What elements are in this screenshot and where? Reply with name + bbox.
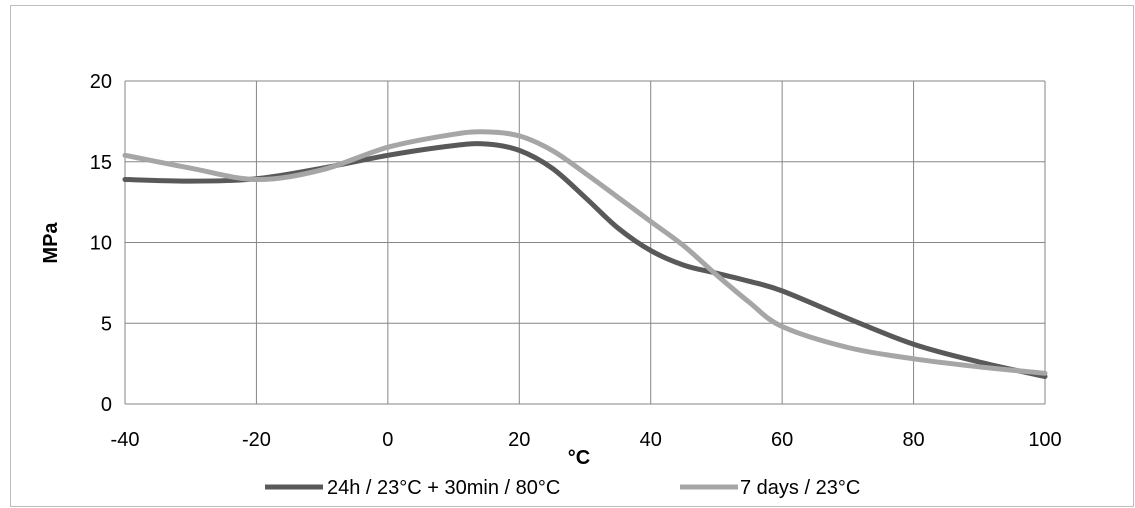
y-tick-label: 10 — [90, 233, 112, 255]
y-tick-label: 15 — [90, 152, 112, 174]
x-axis-title: °C — [568, 447, 590, 469]
x-tick-label: -20 — [242, 429, 271, 451]
series-lines — [122, 129, 1048, 379]
x-tick-label: 40 — [640, 429, 662, 451]
chart-frame — [10, 5, 1134, 507]
y-tick-label: 5 — [101, 313, 112, 335]
x-tick-label: -40 — [111, 429, 140, 451]
legend: 24h / 23°C + 30min / 80°C 7 days / 23°C — [265, 477, 860, 499]
x-tick-label: 100 — [1028, 429, 1061, 451]
legend-label-1: 24h / 23°C + 30min / 80°C — [327, 477, 560, 499]
y-tick-label: 0 — [101, 394, 112, 416]
x-tick-label: 0 — [382, 429, 393, 451]
x-tick-label: 20 — [508, 429, 530, 451]
y-tick-labels: 0 5 10 15 20 — [90, 71, 112, 416]
legend-label-2: 7 days / 23°C — [740, 477, 860, 499]
x-tick-label: 80 — [902, 429, 924, 451]
x-tick-label: 60 — [771, 429, 793, 451]
x-tick-labels: -40 -20 0 20 40 60 80 100 — [111, 429, 1062, 451]
series-line-2 — [122, 129, 1048, 376]
y-tick-label: 20 — [90, 71, 112, 93]
y-axis-title: MPa — [40, 222, 62, 264]
